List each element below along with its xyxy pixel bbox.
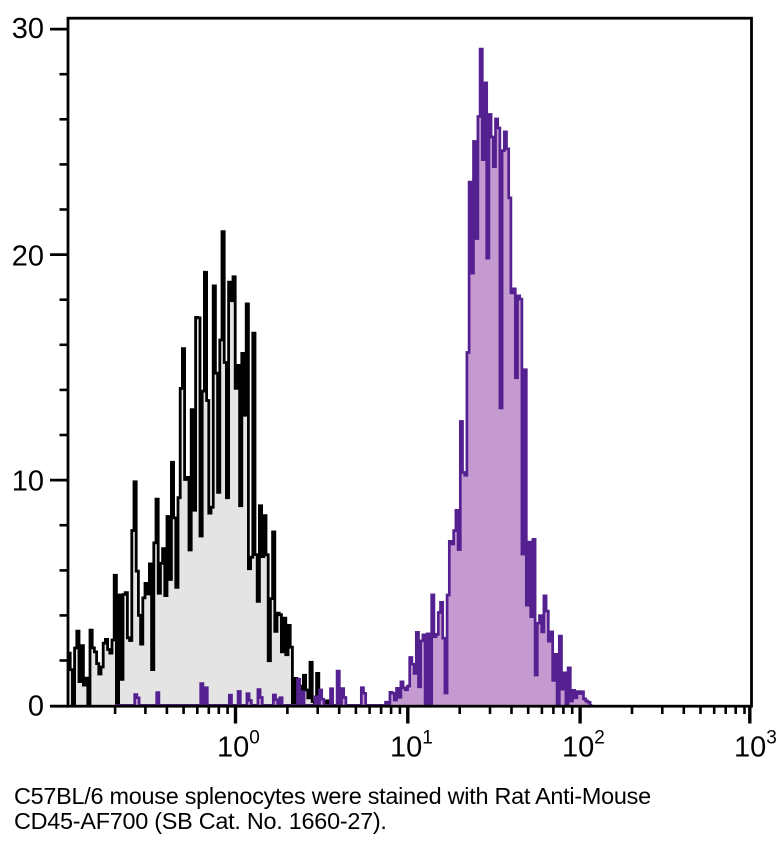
svg-text:10: 10	[12, 466, 44, 498]
svg-text:100: 100	[217, 728, 260, 764]
svg-text:20: 20	[12, 240, 44, 272]
svg-text:103: 103	[734, 728, 777, 764]
svg-text:102: 102	[562, 728, 605, 764]
svg-text:30: 30	[12, 13, 44, 45]
svg-text:101: 101	[390, 728, 433, 764]
svg-text:0: 0	[28, 691, 44, 723]
